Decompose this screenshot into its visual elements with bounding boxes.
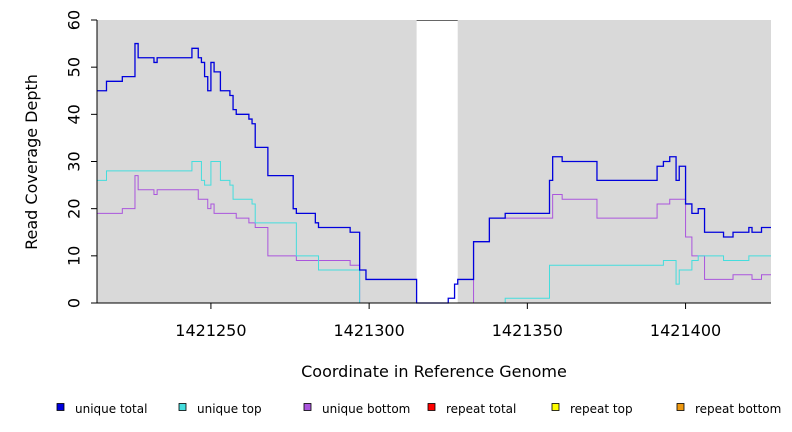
x-tick-label-1421250: 1421250 xyxy=(175,321,246,340)
series-line-unique-bottom xyxy=(97,175,771,304)
legend-swatch-unique-bottom xyxy=(303,403,312,411)
shaded-regions xyxy=(97,20,771,303)
legend-label-unique-top: unique top xyxy=(197,402,262,416)
series-line-unique-total xyxy=(97,42,771,304)
legend-label-repeat-total: repeat total xyxy=(446,402,516,416)
legend-swatch-repeat-total xyxy=(427,403,436,411)
legend-swatch-repeat-top xyxy=(551,403,560,411)
y-tick-label-20: 20 xyxy=(65,198,84,218)
legend-label-repeat-top: repeat top xyxy=(570,402,633,416)
legend: unique total unique top unique bottom repea… xyxy=(56,402,781,416)
ticks: 0 10 20 30 40 50 60 1421250 1421300 1421350 142140… xyxy=(65,10,722,340)
y-tick-label-0: 0 xyxy=(65,298,84,308)
x-tick-label-1421300: 1421300 xyxy=(333,321,404,340)
x-tick-label-1421350: 1421350 xyxy=(492,321,563,340)
y-axis-title: Read Coverage Depth xyxy=(22,74,41,250)
x-tick-label-1421400: 1421400 xyxy=(650,321,721,340)
shaded-region-1 xyxy=(97,20,417,303)
y-tick-label-40: 40 xyxy=(65,104,84,124)
series-line-unique-top xyxy=(97,161,771,304)
y-tick-label-10: 10 xyxy=(65,246,84,266)
legend-swatch-unique-top xyxy=(178,403,187,411)
legend-swatch-unique-total xyxy=(56,403,65,411)
y-tick-label-50: 50 xyxy=(65,57,84,77)
legend-label-repeat-bottom: repeat bottom xyxy=(695,402,781,416)
y-tick-label-30: 30 xyxy=(65,151,84,171)
legend-label-unique-total: unique total xyxy=(75,402,147,416)
legend-swatch-repeat-bottom xyxy=(676,403,685,411)
y-tick-label-60: 60 xyxy=(65,10,84,30)
x-axis-title: Coordinate in Reference Genome xyxy=(301,362,567,381)
legend-label-unique-bottom: unique bottom xyxy=(322,402,410,416)
